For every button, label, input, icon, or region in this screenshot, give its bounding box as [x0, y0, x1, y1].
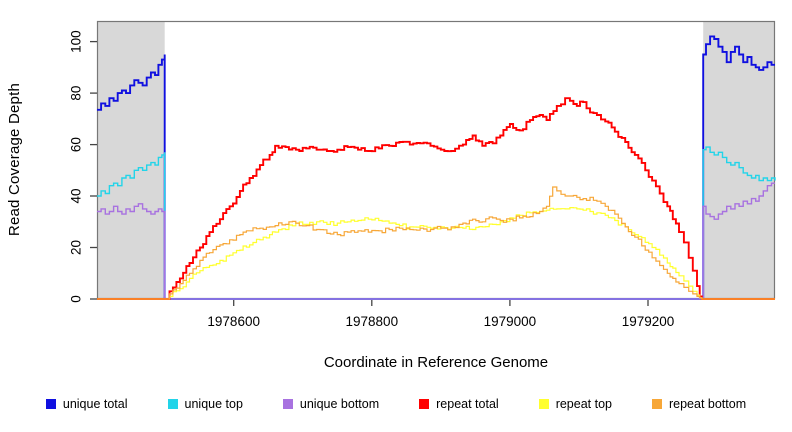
y-tick-label: 60	[69, 137, 84, 152]
legend-item-repeat-total: repeat total	[419, 397, 499, 411]
legend-label: unique top	[184, 397, 243, 411]
legend-swatch-repeat-bottom	[651, 399, 662, 409]
legend-swatch-unique-top	[167, 399, 178, 409]
unique-region-left	[97, 21, 165, 299]
legend-item-unique-bottom: unique bottom	[282, 397, 380, 411]
series-line-repeat-top	[97, 207, 775, 300]
y-tick-label: 0	[69, 295, 84, 303]
legend-label: unique bottom	[299, 397, 380, 411]
series-line-repeat-total	[97, 97, 775, 300]
y-tick-label: 100	[69, 30, 84, 53]
x-tick-label: 1978800	[346, 314, 399, 329]
y-axis-title: Read Coverage Depth	[6, 0, 23, 320]
y-tick-label: 80	[69, 86, 84, 101]
unique-region-right	[703, 21, 775, 299]
legend-label: repeat top	[555, 397, 612, 411]
legend-item-repeat-bottom: repeat bottom	[651, 397, 747, 411]
y-tick-label: 40	[69, 188, 84, 203]
chart-legend: unique total unique top unique bottom re…	[0, 397, 792, 411]
legend-swatch-repeat-total	[419, 399, 430, 409]
x-tick-label: 1979000	[484, 314, 537, 329]
legend-item-unique-total: unique total	[45, 397, 128, 411]
series-line-unique-bottom	[97, 182, 775, 300]
series-line-repeat-bottom	[97, 186, 775, 300]
x-tick-label: 1978600	[207, 314, 260, 329]
y-axis-title-text: Read Coverage Depth	[6, 83, 23, 237]
y-tick-label: 20	[69, 240, 84, 255]
series-line-unique-total	[97, 35, 775, 300]
x-tick-label: 1979200	[622, 314, 675, 329]
plot-canvas: 0 20 40 60 80 100 1978600 1978800 1979000 1979200	[69, 20, 776, 329]
legend-item-repeat-top: repeat top	[538, 397, 612, 411]
legend-swatch-unique-bottom	[282, 399, 293, 409]
legend-label: unique total	[62, 397, 128, 411]
legend-swatch-unique-total	[45, 399, 56, 409]
legend-label: repeat total	[436, 397, 499, 411]
series-line-unique-top	[97, 146, 776, 300]
x-axis-title: Coordinate in Reference Genome	[323, 354, 549, 371]
plot-box	[96, 20, 776, 300]
legend-label: repeat bottom	[668, 397, 747, 411]
legend-swatch-repeat-top	[538, 399, 549, 409]
legend-item-unique-top: unique top	[167, 397, 243, 411]
